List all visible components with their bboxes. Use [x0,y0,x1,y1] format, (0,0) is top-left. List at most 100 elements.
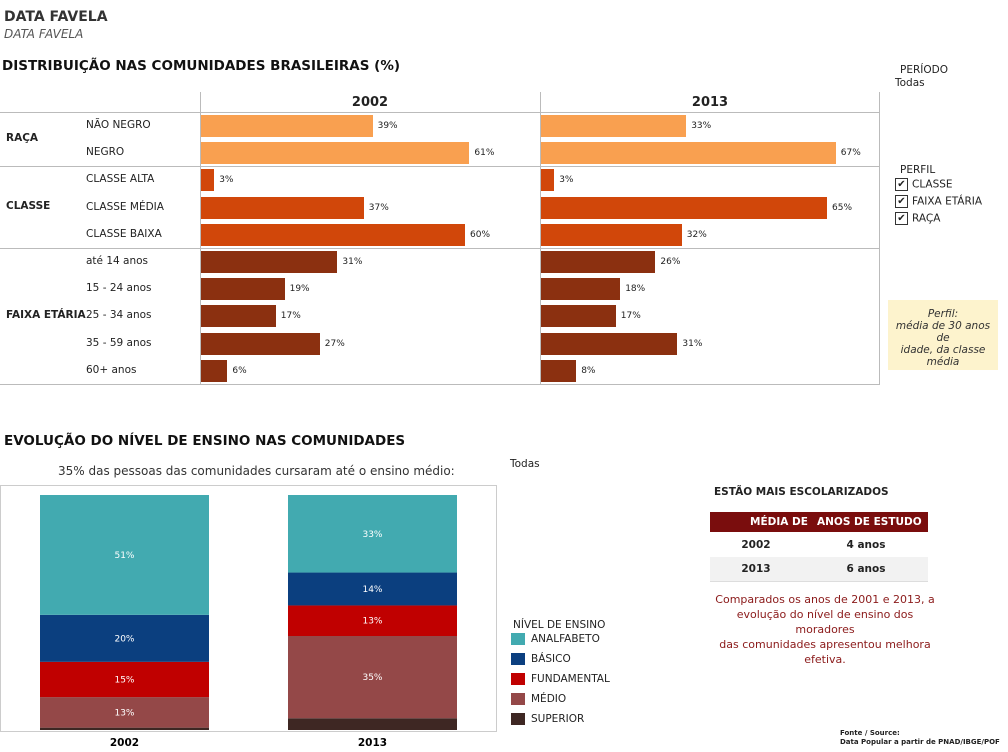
row-value: 4 anos [846,539,886,551]
legend-swatch [511,713,525,725]
year-header-2002: 2002 [351,95,389,110]
comment-line: evolução do nível de ensino dos [736,608,914,621]
segment-label: 14% [362,585,382,595]
legend-label: SUPERIOR [531,713,585,725]
bar[interactable] [201,196,364,219]
table-row: 2013 6 anos [710,557,928,582]
stack-segment[interactable] [288,572,457,606]
table-row: 2002 4 anos [710,533,928,558]
bar[interactable] [541,223,682,246]
row-label: NEGRO [86,146,125,159]
ensino-filter-value[interactable]: Todas [510,458,540,470]
legend-label: BÁSICO [531,653,571,665]
bar[interactable] [201,359,228,382]
bar-value-label: 31% [682,338,703,349]
bar[interactable] [201,115,373,137]
escolarizados-comment: Comparados os anos de 2001 e 2013, a evo… [706,592,944,667]
checkbox[interactable]: ✔ [895,212,908,225]
perfil-option-raca[interactable]: ✔ RAÇA [895,212,982,229]
bar-value-label: 33% [691,121,712,131]
ensino-subtitle: 35% das pessoas das comunidades cursaram… [58,464,455,478]
group-label: RAÇA [6,132,39,145]
perfil-option-classe[interactable]: ✔ CLASSE [895,178,982,195]
legend-item[interactable]: FUNDAMENTAL [511,673,610,693]
stack-segment[interactable] [40,661,209,698]
bar-value-label: 3% [219,175,234,186]
bar[interactable] [541,115,687,137]
bar-value-label: 61% [474,148,495,159]
legend-swatch [511,673,525,685]
bar-value-label: 3% [559,175,574,186]
escolarizados-header: MÉDIA DE ANOS DE ESTUDO [710,512,928,532]
legend-label: MÉDIO [531,693,567,705]
legend: ANALFABETO BÁSICO FUNDAMENTAL MÉDIO SUPERIOR [511,633,610,733]
bar[interactable] [541,251,656,273]
bar-value-label: 8% [581,365,596,376]
row-label: CLASSE MÉDIA [86,200,164,213]
bar[interactable] [201,223,465,246]
row-label: 35 - 59 anos [86,336,152,349]
bar-value-label: 18% [625,284,646,295]
segment-label: 35% [362,673,382,683]
bar[interactable] [201,305,276,328]
comment-line: efetiva. [804,653,846,666]
perfil-option-faixa-etaria[interactable]: ✔ FAIXA ETÁRIA [895,195,982,212]
stack-segment[interactable] [288,495,457,573]
source-line: Fonte / Source: [840,729,900,737]
legend-item[interactable]: ANALFABETO [511,633,610,653]
perfil-option-label: RAÇA [912,212,941,225]
bar[interactable] [201,169,215,192]
perfil-label: PERFIL [900,164,936,176]
row-label: 15 - 24 anos [86,282,152,295]
segment-label: 33% [362,530,382,540]
perfil-option-label: CLASSE [912,178,953,191]
note-line: idade, da classe [900,344,986,356]
stack-segment[interactable] [40,697,209,728]
row-label: CLASSE BAIXA [86,227,162,240]
bar[interactable] [541,305,616,328]
x-axis-label: 2002 [110,737,139,749]
periodo-value[interactable]: Todas [895,77,925,89]
checkbox[interactable]: ✔ [895,178,908,191]
bar[interactable] [541,332,678,355]
legend-item[interactable]: SUPERIOR [511,713,610,733]
dashboard-title: DATA FAVELA [4,9,108,25]
stack-segment[interactable] [288,636,457,719]
row-label: 60+ anos [86,363,137,376]
bar[interactable] [201,251,338,273]
x-axis-label: 2013 [358,737,387,749]
legend-title: NÍVEL DE ENSINO [513,619,606,631]
row-label: CLASSE ALTA [86,173,155,186]
row-label: até 14 anos [86,255,149,267]
stack-segment[interactable] [40,614,209,662]
row-label: NÃO NEGRO [86,119,151,131]
bar[interactable] [541,169,555,192]
bar[interactable] [541,142,836,165]
stack-segment[interactable] [40,727,209,730]
segment-label: 15% [114,675,134,685]
stack-segment[interactable] [288,605,457,636]
bar[interactable] [541,278,621,301]
bar[interactable] [541,359,577,382]
legend-label: ANALFABETO [531,633,600,645]
bar-value-label: 17% [280,311,301,322]
bar[interactable] [201,332,320,355]
row-label: 25 - 34 anos [86,309,152,322]
bar[interactable] [541,196,827,219]
checkbox[interactable]: ✔ [895,195,908,208]
distribution-chart: 2002 2013 NÃO NEGRO 39% 33% NEGRO 61% 67% RAÇA… [0,92,880,385]
escolarizados-title: ESTÃO MAIS ESCOLARIZADOS [714,486,889,498]
column-divider [540,92,541,384]
bar-value-label: 19% [289,284,310,295]
bar[interactable] [201,142,470,165]
group-divider [0,166,880,168]
distribution-title: DISTRIBUIÇÃO NAS COMUNIDADES BRASILEIRAS… [2,58,401,74]
perfil-options: ✔ CLASSE ✔ FAIXA ETÁRIA ✔ RAÇA [895,178,982,229]
bar-value-label: 6% [232,365,247,376]
bar[interactable] [201,278,285,301]
legend-item[interactable]: BÁSICO [511,653,610,673]
ensino-title: EVOLUÇÃO DO NÍVEL DE ENSINO NAS COMUNIDA… [4,433,406,449]
stack-segment[interactable] [288,718,457,730]
stack-segment[interactable] [40,495,209,615]
legend-item[interactable]: MÉDIO [511,693,610,713]
